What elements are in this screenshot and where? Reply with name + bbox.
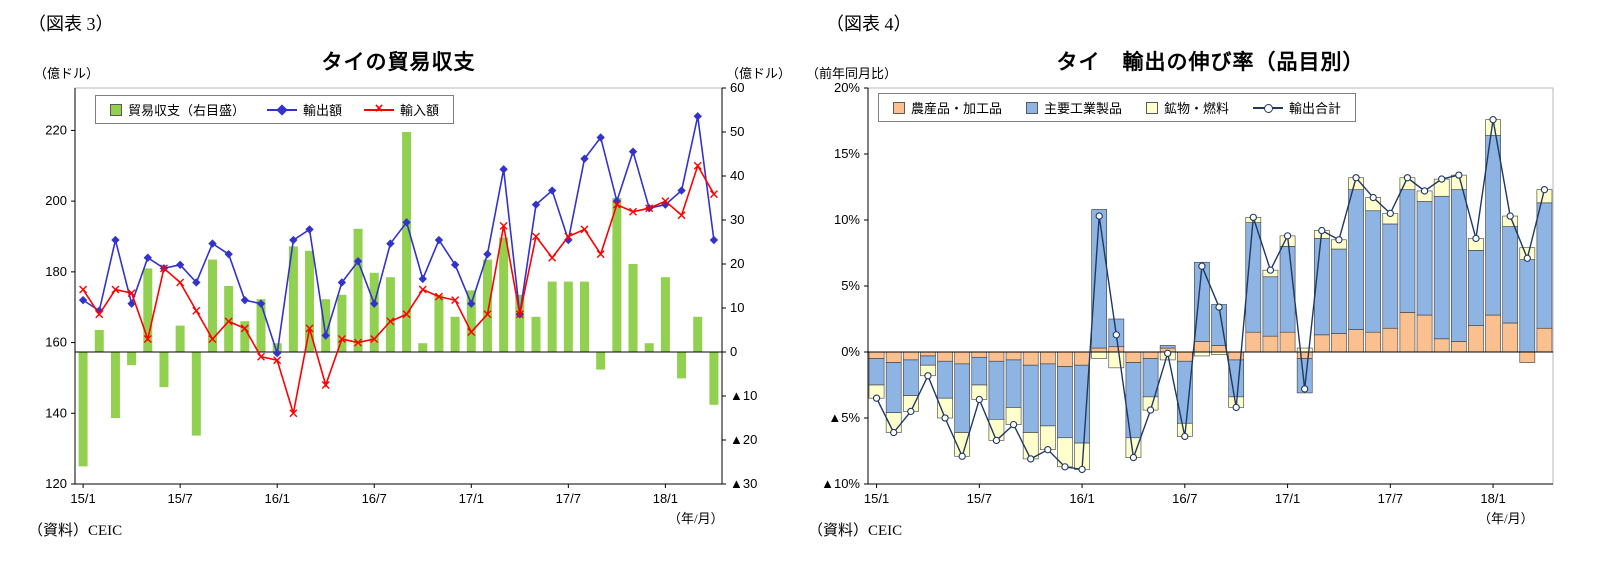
svg-text:16/1: 16/1 — [265, 491, 290, 506]
svg-text:160: 160 — [45, 335, 67, 350]
svg-text:▲10: ▲10 — [730, 388, 757, 403]
legend-item-agri: 農産品・加工品 — [893, 98, 1002, 117]
legend-item-trade-balance: 貿易収支（右目盛） — [110, 100, 245, 119]
svg-text:60: 60 — [730, 80, 744, 95]
fig3-title: タイの貿易収支 — [321, 51, 476, 74]
svg-text:▲20: ▲20 — [730, 432, 757, 447]
legend-item-total-exports: 輸出合計 — [1253, 98, 1341, 117]
fig3-source: （資料）CEIC — [28, 523, 123, 539]
fig3-left-axis-unit: （億ドル） — [34, 66, 100, 81]
total-exports-circle-marker-icon — [1264, 103, 1274, 113]
svg-text:15/1: 15/1 — [70, 491, 95, 506]
svg-text:180: 180 — [45, 264, 67, 279]
svg-text:16/1: 16/1 — [1069, 491, 1094, 506]
svg-text:18/1: 18/1 — [1480, 491, 1505, 506]
exports-diamond-marker-icon — [276, 103, 288, 116]
imports-x-marker-icon: × — [374, 99, 384, 117]
svg-text:17/1: 17/1 — [459, 491, 484, 506]
svg-text:16/7: 16/7 — [362, 491, 387, 506]
fig4-x-axis-unit: （年/月） — [1478, 511, 1534, 526]
svg-text:17/7: 17/7 — [556, 491, 581, 506]
legend-item-industrial: 主要工業製品 — [1026, 98, 1122, 117]
fig3-caption: （図表 3） — [28, 14, 114, 34]
svg-text:17/1: 17/1 — [1275, 491, 1300, 506]
svg-text:40: 40 — [730, 168, 744, 183]
trade-balance-bar-swatch — [110, 103, 122, 116]
svg-text:15/7: 15/7 — [167, 491, 192, 506]
legend-label-agri: 農産品・加工品 — [911, 101, 1003, 116]
minerals-bar-swatch — [1146, 101, 1159, 114]
legend-label-imports: 輸入額 — [400, 103, 440, 118]
svg-text:140: 140 — [45, 405, 67, 420]
svg-text:120: 120 — [45, 476, 67, 491]
imports-line-symbol: × — [364, 99, 395, 117]
svg-text:18/1: 18/1 — [653, 491, 678, 506]
fig4-y-axis-unit: （前年同月比） — [806, 66, 898, 81]
svg-text:10: 10 — [730, 300, 744, 315]
svg-text:220: 220 — [45, 122, 67, 137]
svg-text:20: 20 — [730, 256, 744, 271]
svg-text:0%: 0% — [841, 344, 860, 359]
svg-text:10%: 10% — [834, 212, 860, 227]
legend-label-minerals: 鉱物・燃料 — [1164, 101, 1230, 116]
fig4-source: （資料）CEIC — [808, 523, 903, 539]
svg-text:15%: 15% — [834, 146, 860, 161]
legend-item-imports: × 輸入額 — [364, 100, 439, 119]
legend-label-industrial: 主要工業製品 — [1044, 101, 1123, 116]
exports-line-symbol — [267, 103, 298, 117]
fig4-legend: 農産品・加工品 主要工業製品 鉱物・燃料 輸出合計 — [878, 93, 1357, 122]
svg-text:15/1: 15/1 — [864, 491, 889, 506]
agri-bar-swatch — [893, 101, 905, 114]
svg-text:0: 0 — [730, 344, 737, 359]
svg-text:▲30: ▲30 — [730, 476, 757, 491]
svg-text:5%: 5% — [841, 278, 860, 293]
svg-text:17/7: 17/7 — [1378, 491, 1403, 506]
svg-text:20%: 20% — [834, 80, 860, 95]
fig4-caption: （図表 4） — [826, 14, 912, 34]
svg-text:30: 30 — [730, 212, 744, 227]
fig3-legend: 貿易収支（右目盛） 輸出額 × 輸入額 — [95, 95, 455, 124]
legend-item-exports: 輸出額 — [267, 100, 342, 119]
fig3-x-axis-unit: （年/月） — [668, 511, 724, 526]
industrial-bar-swatch — [1026, 101, 1039, 114]
svg-text:50: 50 — [730, 124, 744, 139]
legend-label-total-exports: 輸出合計 — [1289, 101, 1342, 116]
svg-text:200: 200 — [45, 193, 67, 208]
legend-label-exports: 輸出額 — [303, 103, 343, 118]
svg-text:▲10%: ▲10% — [821, 476, 860, 491]
legend-item-minerals: 鉱物・燃料 — [1146, 98, 1229, 117]
total-exports-line-symbol — [1253, 101, 1284, 115]
fig3-trade-balance-chart: 120 140 160 180 200 220 ▲30 ▲20 ▲10 0 10 20 30 40 50 60… — [45, 80, 757, 506]
fig4-export-growth-chart: ▲10% ▲5% 0% 5% 10% 15% 20% 15/1 15/7 16/1 16/7 17/1… — [821, 80, 1554, 506]
imports-line-swatch — [364, 108, 395, 111]
svg-text:▲5%: ▲5% — [828, 410, 860, 425]
fig3-right-axis-unit: （億ドル） — [726, 66, 792, 81]
fig4-title: タイ 輸出の伸び率（品目別） — [1056, 51, 1365, 74]
svg-text:15/7: 15/7 — [967, 491, 992, 506]
svg-text:16/7: 16/7 — [1172, 491, 1197, 506]
legend-label-trade-balance: 貿易収支（右目盛） — [128, 103, 246, 118]
